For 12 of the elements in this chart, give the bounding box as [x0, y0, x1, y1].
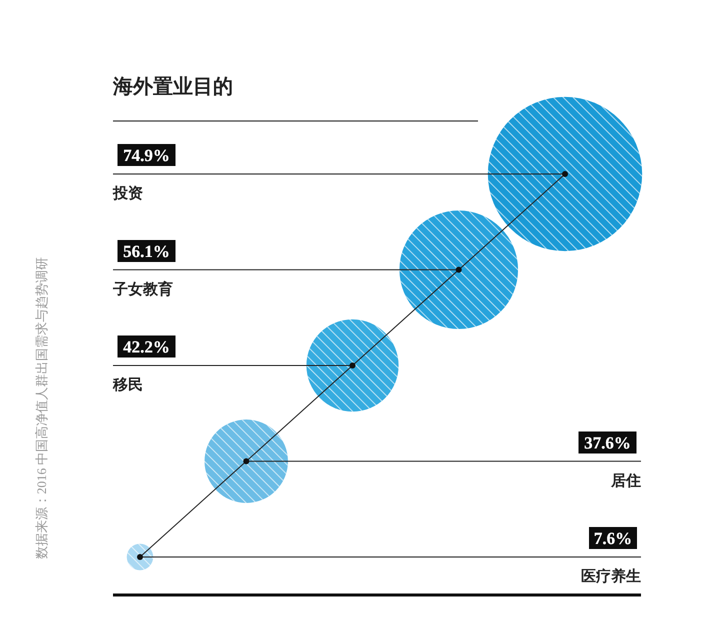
- data-label: 74.9%: [123, 146, 170, 165]
- data-label: 37.6%: [584, 433, 631, 452]
- category-label: 子女教育: [112, 280, 173, 298]
- category-label: 医疗养生: [581, 567, 641, 585]
- category-label: 投资: [112, 185, 143, 202]
- category-label: 移民: [112, 376, 143, 394]
- data-label: 42.2%: [123, 338, 170, 356]
- text: 海外置业目的: [112, 76, 233, 98]
- category-label: 居住: [610, 472, 641, 490]
- data-label: 56.1%: [123, 242, 170, 261]
- source-note: 数据来源：2016 中国高净值人群出国需求与趋势调研: [34, 256, 49, 560]
- data-label: 7.6%: [594, 529, 632, 548]
